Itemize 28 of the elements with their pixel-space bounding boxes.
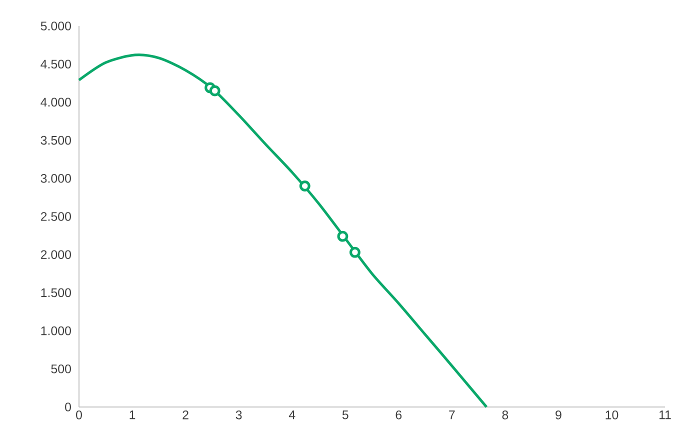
x-tick-label: 2 [182, 410, 188, 420]
line-series [78, 54, 488, 408]
x-tick-label: 6 [396, 410, 402, 420]
point [299, 180, 310, 192]
y-tick-label: 2.000 [40, 250, 71, 260]
point [337, 230, 348, 242]
x-tick-label: 5 [342, 410, 348, 420]
x-tick-label: 4 [288, 410, 296, 420]
y-tick-label: 1.500 [41, 288, 71, 298]
y-tick-label: 3.000 [40, 174, 71, 183]
x-tick-label: 11 [659, 410, 671, 420]
x-tick-label: 8 [502, 410, 508, 420]
y-tick-label: 1.000 [41, 326, 71, 336]
y-tick-label: 3.500 [40, 136, 71, 145]
x-tick-label: 9 [556, 410, 562, 420]
y-tick-label: 5.000 [40, 22, 71, 30]
y-tick-label: 0 [65, 402, 71, 412]
point [209, 85, 220, 96]
x-tick-label: 7 [449, 410, 455, 420]
point [349, 246, 360, 258]
y-tick-label: 500 [51, 364, 71, 374]
x-tick-label: 0 [76, 410, 82, 420]
x-tick-label: 1 [130, 410, 136, 420]
y-tick-label: 2.500 [40, 212, 71, 221]
x-tick-label: 10 [606, 410, 618, 420]
x-tick-label: 3 [236, 410, 242, 420]
y-tick-label: 4.000 [40, 98, 71, 107]
y-tick-label: 4.500 [40, 60, 71, 69]
